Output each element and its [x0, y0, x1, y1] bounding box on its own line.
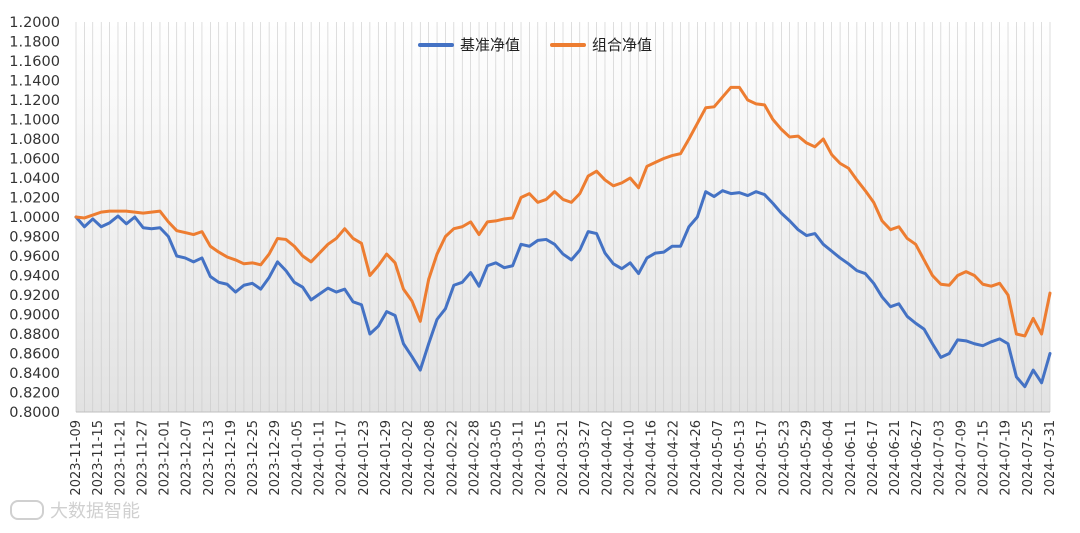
y-tick-label: 0.9800	[9, 230, 60, 246]
x-tick-label: 2024-07-03	[932, 420, 947, 496]
y-tick-label: 0.9000	[9, 308, 60, 324]
x-tick-label: 2024-04-16	[645, 420, 660, 496]
x-tick-label: 2024-02-08	[423, 420, 438, 496]
x-tick-label: 2024-02-22	[445, 420, 460, 496]
x-tick-label: 2024-04-22	[667, 420, 682, 496]
x-tick-label: 2024-06-04	[822, 420, 837, 496]
series-line-benchmark	[74, 189, 1052, 389]
x-tick-label: 2024-02-28	[467, 420, 482, 496]
x-tick-label: 2023-11-21	[113, 420, 128, 496]
y-tick-label: 1.1200	[9, 93, 60, 109]
x-tick-label: 2024-03-27	[578, 420, 593, 496]
y-tick-label: 0.8600	[9, 347, 60, 363]
x-tick-label: 2024-01-17	[335, 420, 350, 496]
y-tick-label: 0.9600	[9, 249, 60, 265]
x-tick-label: 2024-07-31	[1043, 420, 1058, 496]
y-tick-label: 1.1600	[9, 54, 60, 70]
x-tick-label: 2024-07-19	[999, 420, 1014, 496]
watermark-text: 大数据智能	[50, 501, 140, 522]
x-tick-label: 2023-12-07	[180, 420, 195, 496]
x-tick-label: 2023-11-09	[69, 420, 84, 496]
y-tick-label: 1.0000	[9, 210, 60, 226]
chart-legend: 基准净值 组合净值	[418, 34, 652, 55]
y-tick-label: 1.1000	[9, 113, 60, 129]
x-tick-label: 2024-03-05	[490, 420, 505, 496]
y-tick-label: 1.2000	[9, 15, 60, 31]
x-tick-label: 2023-11-27	[135, 420, 150, 496]
series-line-portfolio	[74, 85, 1052, 338]
x-tick-label: 2024-06-27	[910, 420, 925, 496]
x-tick-label: 2024-06-21	[888, 420, 903, 496]
x-tick-label: 2024-01-23	[357, 420, 372, 496]
x-tick-label: 2024-05-07	[711, 420, 726, 496]
x-tick-label: 2024-06-11	[844, 420, 859, 496]
x-tick-label: 2024-01-11	[313, 420, 328, 496]
x-tick-label: 2024-01-05	[290, 420, 305, 496]
x-tick-label: 2024-04-02	[600, 420, 615, 496]
y-tick-label: 1.0600	[9, 152, 60, 168]
x-tick-label: 2024-04-26	[689, 420, 704, 496]
x-tick-label: 2024-05-17	[755, 420, 770, 496]
legend-swatch-benchmark	[418, 42, 454, 47]
x-tick-label: 2024-07-25	[1021, 420, 1036, 496]
y-tick-label: 0.8400	[9, 366, 60, 382]
x-tick-label: 2023-12-19	[224, 420, 239, 496]
y-tick-label: 0.8200	[9, 386, 60, 402]
x-tick-label: 2023-12-13	[202, 420, 217, 496]
x-tick-label: 2024-04-10	[622, 420, 637, 496]
y-tick-label: 0.9400	[9, 269, 60, 285]
y-tick-label: 1.0400	[9, 171, 60, 187]
x-tick-label: 2024-07-15	[977, 420, 992, 496]
watermark-logo-icon	[10, 500, 44, 520]
x-tick-label: 2023-12-29	[268, 420, 283, 496]
legend-swatch-portfolio	[550, 42, 587, 47]
y-tick-label: 1.0800	[9, 132, 60, 148]
x-tick-label: 2023-12-01	[158, 420, 173, 496]
y-tick-label: 1.0200	[9, 191, 60, 207]
legend-item-portfolio: 组合净值	[550, 34, 652, 55]
y-tick-label: 1.1400	[9, 74, 60, 90]
watermark: 大数据智能	[10, 497, 140, 523]
x-tick-label: 2024-03-21	[556, 420, 571, 496]
x-tick-label: 2024-07-09	[954, 420, 969, 496]
x-tick-label: 2024-05-23	[777, 420, 792, 496]
y-tick-label: 0.9200	[9, 288, 60, 304]
y-tick-label: 1.1800	[9, 35, 60, 51]
x-tick-label: 2024-05-29	[800, 420, 815, 496]
y-tick-label: 0.8000	[9, 405, 60, 421]
x-tick-label: 2024-02-02	[401, 420, 416, 496]
x-tick-label: 2024-06-17	[866, 420, 881, 496]
y-tick-label: 0.8800	[9, 327, 60, 343]
x-tick-label: 2023-12-25	[246, 420, 261, 496]
x-tick-label: 2024-05-13	[733, 420, 748, 496]
legend-item-benchmark: 基准净值	[418, 34, 520, 55]
x-tick-label: 2023-11-15	[91, 420, 106, 496]
x-tick-label: 2024-01-29	[379, 420, 394, 496]
x-tick-label: 2024-03-11	[512, 420, 527, 496]
x-tick-label: 2024-03-15	[534, 420, 549, 496]
legend-label-benchmark: 基准净值	[460, 36, 521, 54]
legend-label-portfolio: 组合净值	[592, 36, 653, 54]
